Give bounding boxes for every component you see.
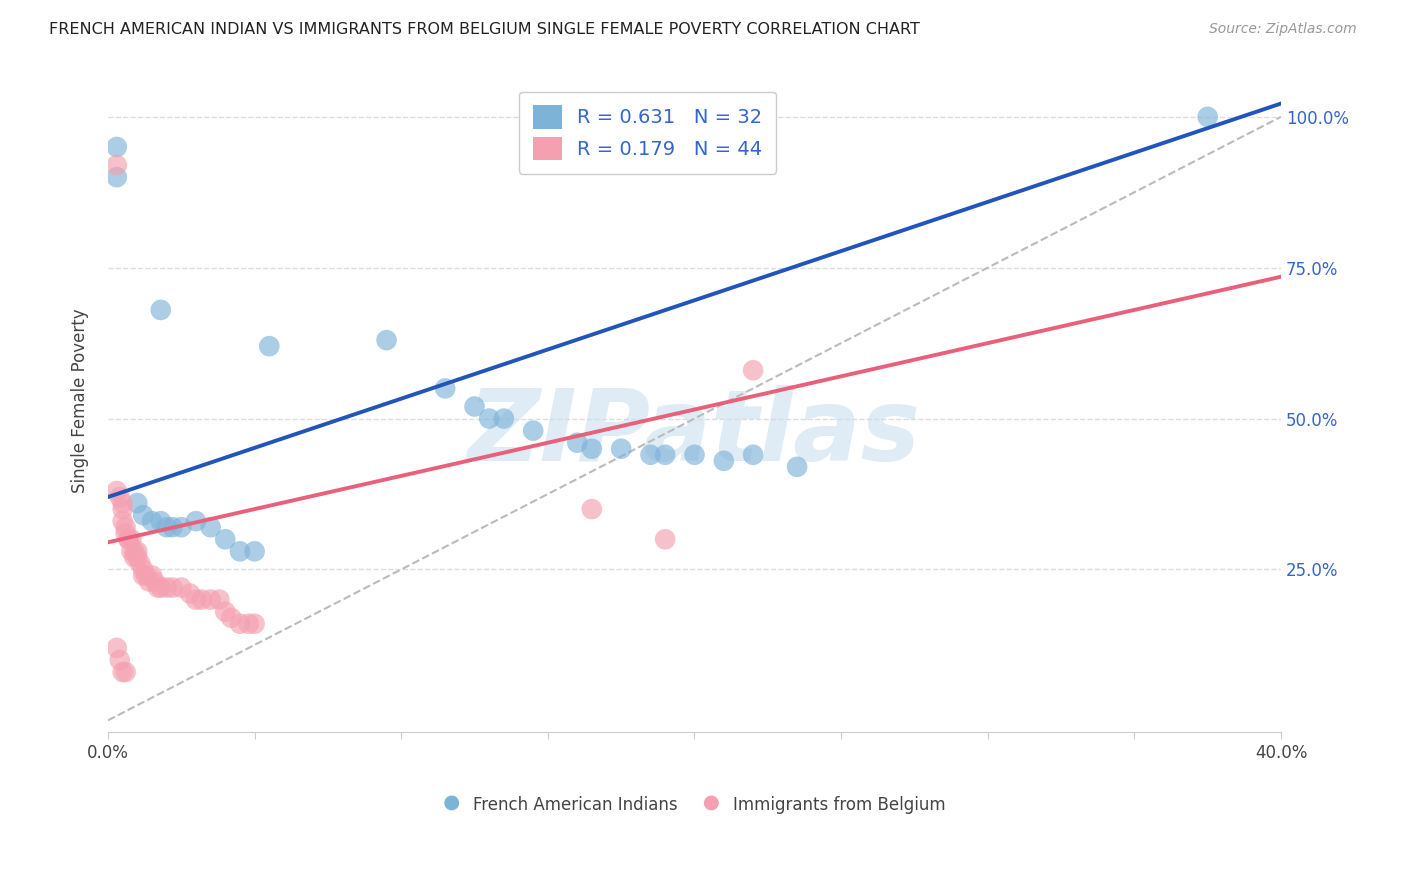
Point xyxy=(191,592,214,607)
Point xyxy=(111,665,134,679)
Point xyxy=(214,533,236,547)
Point xyxy=(162,520,184,534)
Text: ZIPatlas: ZIPatlas xyxy=(468,385,921,483)
Point xyxy=(179,586,201,600)
Point xyxy=(146,581,169,595)
Point xyxy=(105,158,128,172)
Point xyxy=(581,442,603,456)
Point xyxy=(786,459,808,474)
Point xyxy=(581,502,603,516)
Legend: French American Indians, Immigrants from Belgium: French American Indians, Immigrants from… xyxy=(434,788,953,822)
Point xyxy=(243,544,266,558)
Point xyxy=(219,611,242,625)
Point xyxy=(141,514,163,528)
Point xyxy=(114,526,136,541)
Point xyxy=(683,448,706,462)
Point xyxy=(149,581,172,595)
Point xyxy=(132,562,155,576)
Point xyxy=(105,140,128,154)
Point xyxy=(713,454,735,468)
Point xyxy=(434,381,457,395)
Point xyxy=(170,520,193,534)
Point xyxy=(229,616,252,631)
Point xyxy=(238,616,260,631)
Point xyxy=(492,411,515,425)
Point xyxy=(654,533,676,547)
Point xyxy=(129,557,152,571)
Point xyxy=(149,302,172,317)
Point xyxy=(654,448,676,462)
Point xyxy=(200,592,222,607)
Point xyxy=(156,581,179,595)
Point xyxy=(162,581,184,595)
Point xyxy=(105,640,128,655)
Point xyxy=(124,550,146,565)
Point xyxy=(229,544,252,558)
Point xyxy=(132,568,155,582)
Point xyxy=(170,581,193,595)
Y-axis label: Single Female Poverty: Single Female Poverty xyxy=(72,308,89,492)
Point xyxy=(111,514,134,528)
Point xyxy=(640,448,662,462)
Point xyxy=(742,363,765,377)
Point xyxy=(200,520,222,534)
Point xyxy=(742,448,765,462)
Point xyxy=(138,574,160,589)
Point xyxy=(375,333,398,347)
Point xyxy=(184,592,207,607)
Point xyxy=(127,550,149,565)
Point xyxy=(120,533,142,547)
Text: FRENCH AMERICAN INDIAN VS IMMIGRANTS FROM BELGIUM SINGLE FEMALE POVERTY CORRELAT: FRENCH AMERICAN INDIAN VS IMMIGRANTS FRO… xyxy=(49,22,920,37)
Point xyxy=(114,520,136,534)
Point xyxy=(127,544,149,558)
Point xyxy=(478,411,501,425)
Point xyxy=(243,616,266,631)
Point xyxy=(208,592,231,607)
Point xyxy=(120,544,142,558)
Point xyxy=(111,496,134,510)
Point xyxy=(127,496,149,510)
Point xyxy=(464,400,486,414)
Point xyxy=(135,568,157,582)
Point xyxy=(156,520,179,534)
Point xyxy=(522,424,544,438)
Point xyxy=(259,339,281,353)
Point xyxy=(149,514,172,528)
Point xyxy=(105,170,128,185)
Point xyxy=(114,665,136,679)
Point xyxy=(124,544,146,558)
Point xyxy=(567,435,589,450)
Point xyxy=(184,514,207,528)
Point xyxy=(117,533,139,547)
Point xyxy=(610,442,633,456)
Point xyxy=(117,533,139,547)
Point xyxy=(1197,110,1219,124)
Point xyxy=(141,568,163,582)
Point xyxy=(143,574,166,589)
Text: Source: ZipAtlas.com: Source: ZipAtlas.com xyxy=(1209,22,1357,37)
Point xyxy=(111,502,134,516)
Point xyxy=(105,483,128,498)
Point xyxy=(214,605,236,619)
Point xyxy=(132,508,155,523)
Point xyxy=(108,653,131,667)
Point xyxy=(108,490,131,504)
